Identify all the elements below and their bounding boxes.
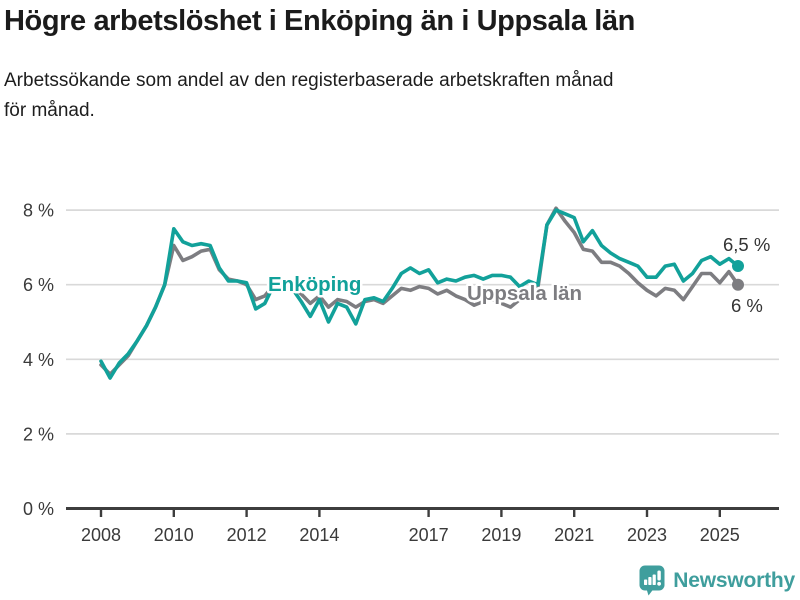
enkoping-series-label: Enköping bbox=[268, 273, 361, 296]
uppsala-lan-end-dot bbox=[732, 278, 744, 291]
x-tick-label: 2025 bbox=[700, 525, 740, 545]
x-tick-label: 2010 bbox=[154, 525, 194, 545]
newsworthy-speech-bubble-barchart-icon bbox=[639, 565, 665, 596]
y-tick-label: 0 % bbox=[23, 499, 54, 519]
x-tick-label: 2021 bbox=[554, 525, 594, 545]
x-tick-label: 2017 bbox=[409, 525, 449, 545]
newsworthy-logo-text: Newsworthy bbox=[673, 568, 795, 592]
y-tick-label: 6 % bbox=[23, 275, 54, 295]
x-tick-label: 2008 bbox=[81, 525, 121, 545]
enkoping-end-value-label: 6,5 % bbox=[723, 234, 770, 255]
uppsala-lan-series-label: Uppsala län bbox=[467, 282, 582, 305]
page-title: Högre arbetslöshet i Enköping än i Uppsa… bbox=[4, 5, 635, 37]
x-tick-label: 2014 bbox=[299, 525, 339, 545]
enkoping-line bbox=[99, 208, 740, 380]
newsworthy-logo: Newsworthy bbox=[639, 565, 795, 596]
y-tick-label: 4 % bbox=[23, 350, 54, 370]
y-tick-label: 2 % bbox=[23, 424, 54, 444]
uppsala-lan-end-value-label: 6 % bbox=[731, 295, 763, 316]
x-tick-label: 2019 bbox=[481, 525, 521, 545]
uppsala-lan-line bbox=[99, 206, 740, 377]
y-tick-label: 8 % bbox=[23, 201, 54, 221]
x-tick-label: 2023 bbox=[627, 525, 667, 545]
page-subtitle: Arbetssökande som andel av den registerb… bbox=[4, 70, 614, 122]
x-tick-label: 2012 bbox=[227, 525, 267, 545]
enkoping-end-dot bbox=[732, 260, 744, 273]
